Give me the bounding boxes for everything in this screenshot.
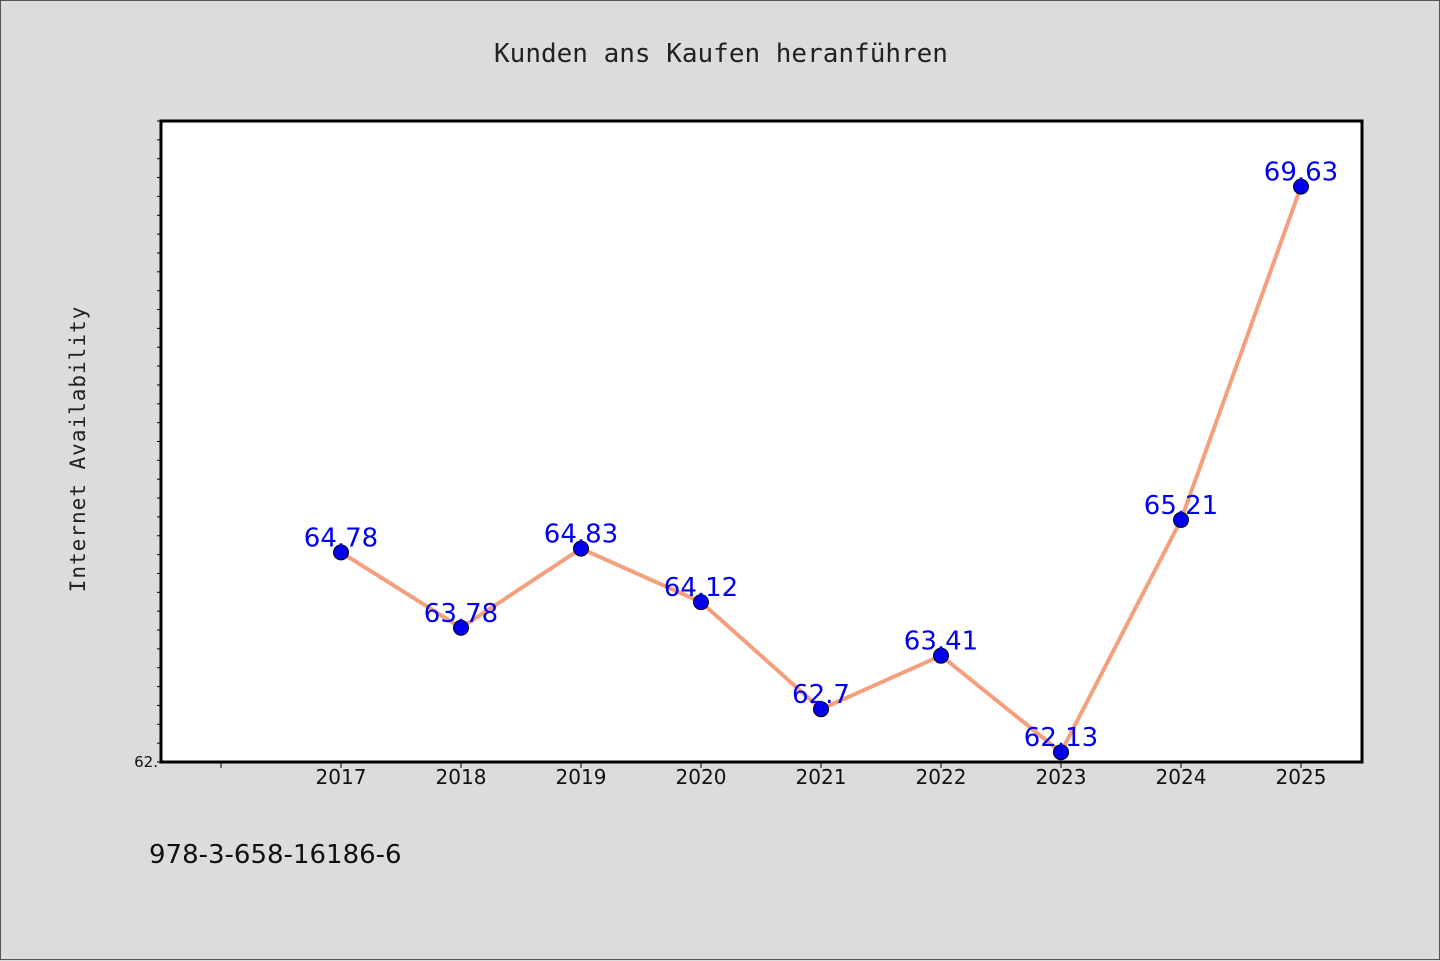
x-tick-label: 2024 — [1156, 765, 1207, 789]
isbn-text: 978-3-658-16186-6 — [149, 840, 402, 870]
data-label: 64.83 — [544, 520, 618, 550]
data-point — [453, 619, 469, 636]
data-point — [1053, 744, 1069, 761]
y-tick-label: 62. — [134, 753, 158, 771]
data-point — [333, 544, 349, 561]
data-label: 69.63 — [1264, 158, 1338, 188]
x-tick-label: 2021 — [796, 765, 847, 789]
x-ticks: 2017 2018 2019 2020 2021 2022 2023 2024 2025 — [220, 762, 1327, 789]
x-tick-label: 2025 — [1276, 765, 1327, 789]
data-label: 62.7 — [792, 680, 850, 710]
x-tick-label: 2022 — [916, 765, 967, 789]
chart-title: Kunden ans Kaufen heranführen — [494, 39, 948, 69]
y-ticks: 62. — [134, 120, 161, 771]
data-label: 62.13 — [1024, 723, 1098, 753]
y-axis-label: Internet Availability — [66, 306, 90, 593]
x-tick-label: 2018 — [436, 765, 487, 789]
data-label: 63.78 — [424, 599, 498, 629]
data-label: 64.78 — [304, 523, 378, 553]
series-group: 64.78 63.78 64.83 64.12 62.7 63.41 62.13 65.21 6… — [304, 158, 1338, 761]
data-label: 63.41 — [904, 627, 978, 657]
x-tick-label: 2023 — [1036, 765, 1087, 789]
data-point — [933, 647, 949, 664]
data-point — [1173, 511, 1189, 528]
data-label: 65.21 — [1144, 491, 1218, 521]
data-label: 64.12 — [664, 573, 738, 603]
x-tick-label: 2019 — [556, 765, 607, 789]
x-tick-label: 2020 — [676, 765, 727, 789]
x-tick-label: 2017 — [316, 765, 367, 789]
plot-area — [159, 119, 1364, 764]
data-point — [573, 540, 589, 557]
data-point — [813, 701, 829, 718]
data-point — [1293, 178, 1309, 195]
data-point — [693, 594, 709, 611]
